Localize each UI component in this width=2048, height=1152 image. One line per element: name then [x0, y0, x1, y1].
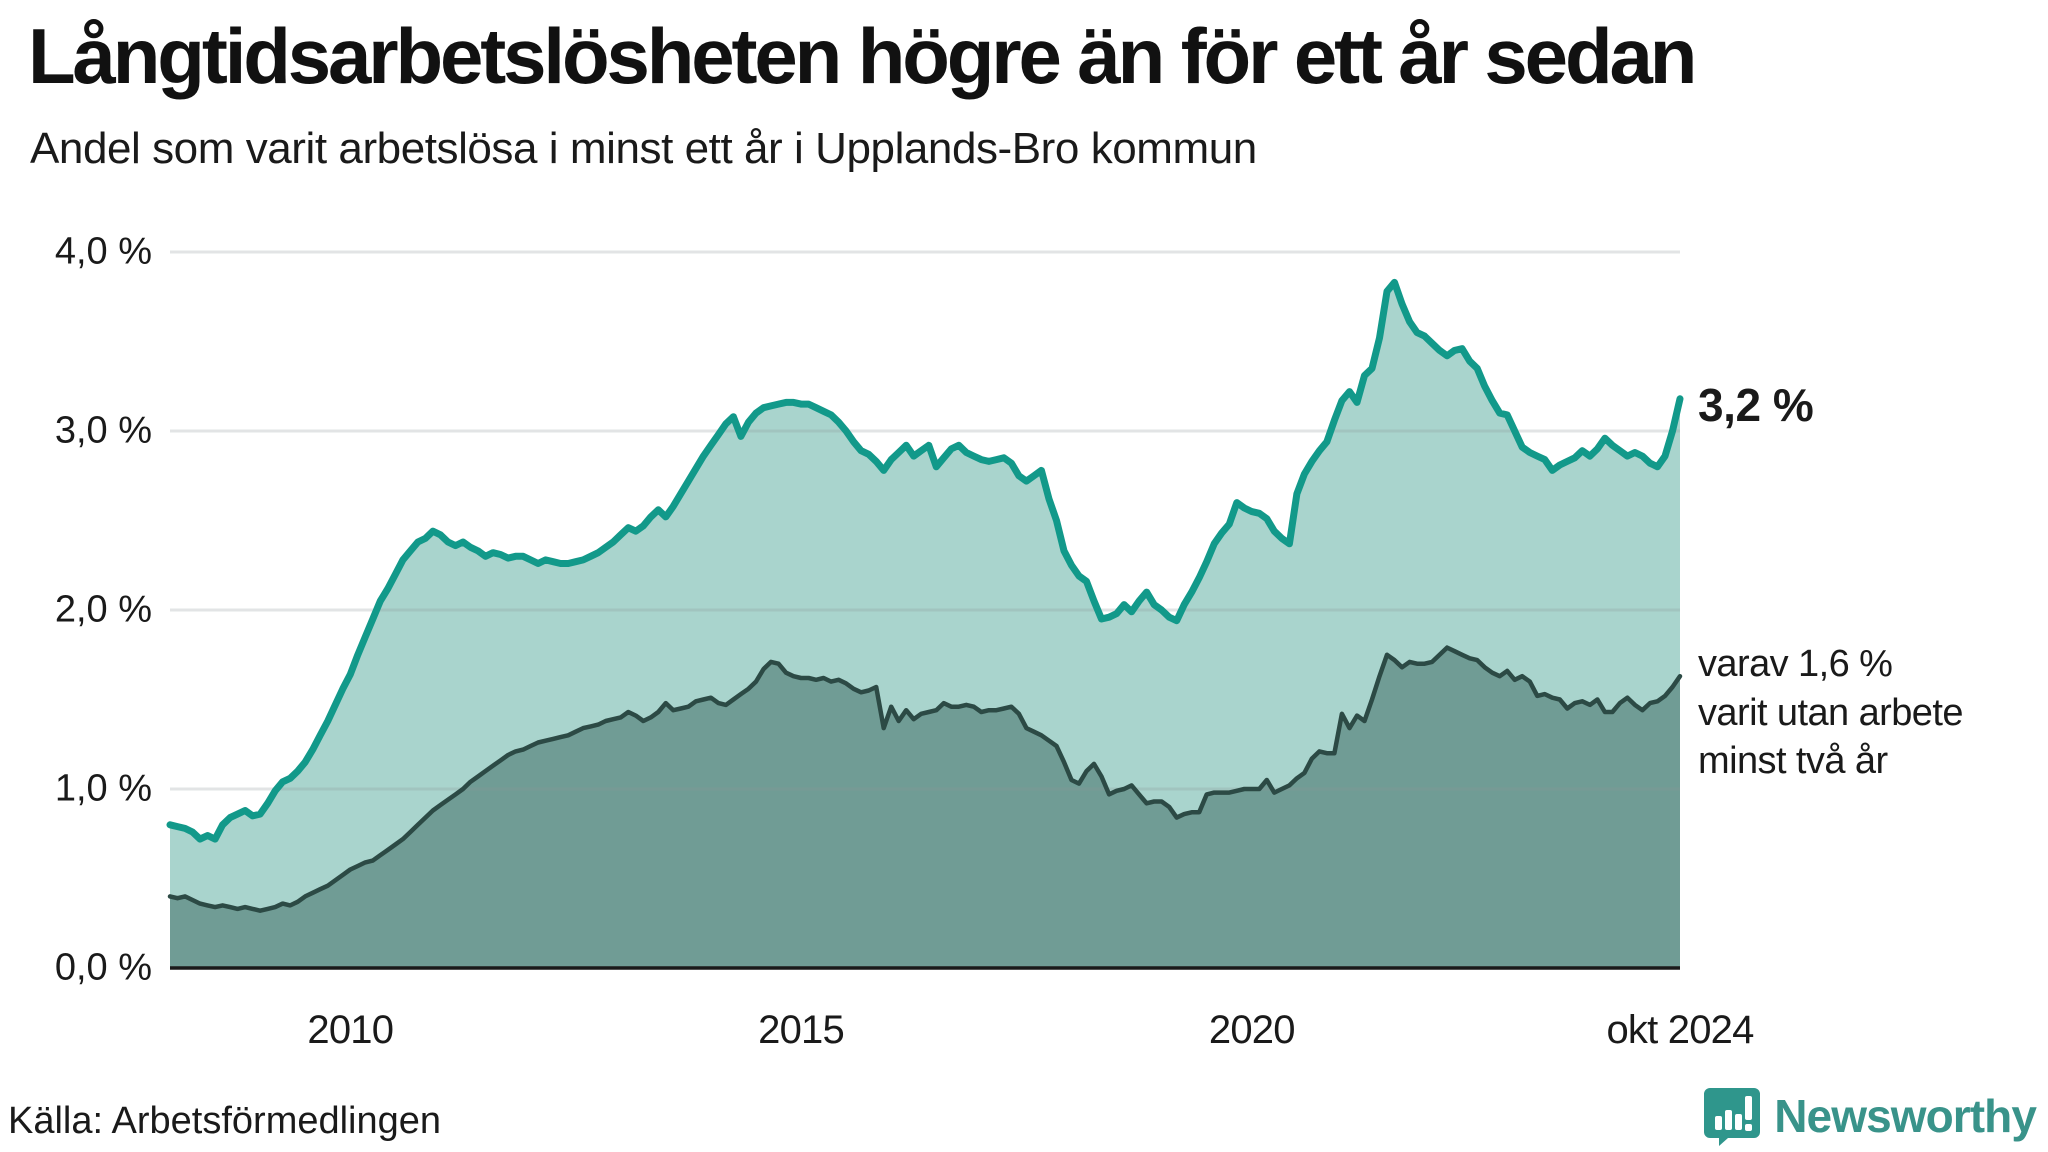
brand-name: Newsworthy	[1774, 1090, 2037, 1142]
latest-value-label: 3,2 %	[1698, 379, 1814, 431]
chart-subtitle: Andel som varit arbetslösa i minst ett å…	[30, 124, 1257, 173]
x-tick-label-2010: 2010	[307, 1008, 394, 1052]
line-unemployed-2yr	[167, 645, 1683, 913]
newsworthy-bar-chart-icon	[1704, 1088, 1761, 1146]
y-tick-label-1: 1,0 %	[54, 767, 152, 810]
newsworthy-logo[interactable]: Newsworthy	[1704, 1086, 2037, 1146]
y-tick-label-0: 0,0 %	[54, 946, 152, 989]
x-tick-label-2015: 2015	[758, 1008, 845, 1052]
x-tick-label-2020: 2020	[1208, 1008, 1296, 1052]
breakdown-annotation: varav 1,6 % varit utan arbete minst två …	[1698, 640, 2048, 786]
area-fill-unemployed-2yr	[170, 647, 1680, 968]
breakdown-line-2: varit utan arbete	[1698, 691, 1963, 734]
y-tick-label-4: 4,0 %	[54, 230, 152, 273]
y-tick-label-2: 2,0 %	[54, 588, 152, 631]
page-title: Långtidsarbetslösheten högre än för ett …	[28, 12, 1697, 100]
breakdown-line-1: varav 1,6 %	[1698, 643, 1893, 685]
line-unemployed-1yr	[166, 278, 1684, 843]
x-tick-label-okt-2024: okt 2024	[1606, 1008, 1754, 1052]
source-caption: Källa: Arbetsförmedlingen	[8, 1100, 442, 1142]
y-tick-label-3: 3,0 %	[54, 409, 152, 452]
breakdown-line-3: minst två år	[1698, 740, 1888, 783]
